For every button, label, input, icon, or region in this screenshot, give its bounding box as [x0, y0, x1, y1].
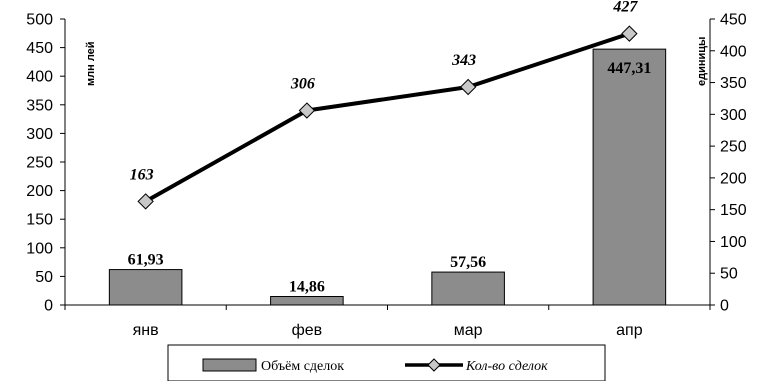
bar — [592, 48, 667, 306]
line-marker — [621, 25, 638, 42]
left-tick-label: 400 — [26, 69, 53, 86]
line-data-label: 306 — [290, 76, 315, 93]
axes: 0 50 100 150 200 250 300 350 400 450 500 0 50 100 150 2… — [26, 12, 747, 340]
line-path — [144, 31, 631, 204]
left-tick-label: 0 — [44, 298, 53, 315]
x-tick-label: янв — [133, 322, 159, 339]
right-tick-label: 350 — [720, 75, 747, 92]
bar — [108, 269, 183, 306]
bar-data-label: 61,93 — [128, 252, 164, 269]
right-tick-label: 200 — [720, 170, 747, 187]
right-tick-label: 150 — [720, 202, 747, 219]
x-tick-label: апр — [616, 322, 643, 339]
right-tick-label: 250 — [720, 139, 747, 156]
line-marker — [459, 78, 477, 96]
right-tick-label: 0 — [720, 298, 729, 315]
legend: Объём сделок Кол-во сделок — [167, 344, 606, 381]
x-tick-label: фев — [292, 322, 323, 339]
legend-line-label: Кол-во сделок — [465, 359, 548, 374]
line-data-label: 343 — [451, 52, 476, 69]
right-tick-label: 400 — [720, 43, 747, 60]
left-tick-label: 350 — [26, 97, 53, 114]
left-tick-label: 300 — [26, 126, 53, 143]
right-tick-label: 100 — [720, 234, 747, 251]
x-tick-label: мар — [454, 322, 483, 339]
bar-data-label: 57,56 — [450, 254, 486, 271]
left-tick-label: 150 — [26, 212, 53, 229]
bar-data-label: 14,86 — [289, 279, 325, 296]
line-data-label: 427 — [612, 0, 638, 16]
left-tick-label: 200 — [26, 183, 53, 200]
line-marker — [137, 193, 154, 210]
left-tick-label: 100 — [26, 240, 53, 257]
line-marker — [298, 102, 316, 119]
right-axis-title: единицы — [696, 37, 708, 86]
right-tick-label: 450 — [720, 12, 747, 29]
left-tick-label: 250 — [26, 155, 53, 172]
left-tick-label: 450 — [26, 40, 53, 57]
bar-series — [108, 48, 667, 306]
left-tick-label: 50 — [35, 269, 53, 286]
left-tick-label: 500 — [26, 12, 53, 29]
legend-bar-label: Объём сделок — [261, 359, 344, 374]
data-labels: 61,93 14,86 57,56 447,31 163 306 343 427 — [128, 0, 652, 296]
legend-line-marker — [427, 358, 441, 372]
legend-bar-swatch — [202, 358, 257, 372]
right-tick-label: 300 — [720, 107, 747, 124]
bar — [431, 271, 505, 306]
right-tick-label: 50 — [720, 266, 738, 283]
bar — [270, 296, 344, 306]
line-series — [137, 25, 638, 210]
bar-data-label: 447,31 — [607, 60, 651, 77]
line-data-label: 163 — [130, 166, 154, 183]
left-axis-title: млн лей — [85, 41, 97, 86]
